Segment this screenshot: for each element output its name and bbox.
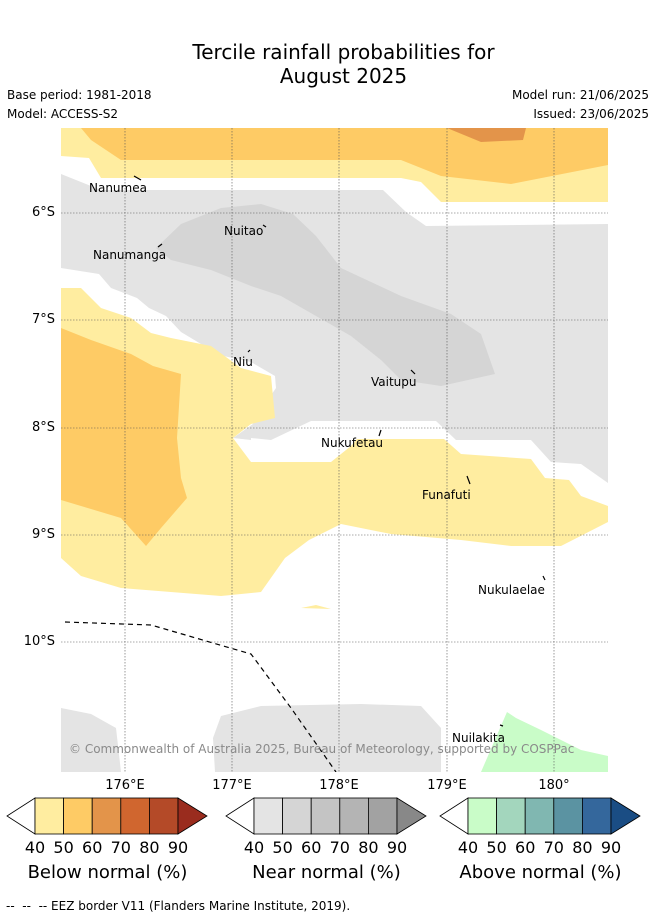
- place-niu: Niu: [233, 355, 253, 369]
- near-normal-tick-80: 80: [358, 838, 379, 857]
- base-period: Base period: 1981-2018: [7, 88, 152, 102]
- near-normal-swatch-40: [253, 797, 284, 835]
- below-normal-50-region-north: [81, 128, 608, 184]
- above-normal-tick-60: 60: [515, 838, 536, 857]
- above-normal-swatch-40: [467, 797, 498, 835]
- map-title: Tercile rainfall probabilities for Augus…: [0, 40, 655, 88]
- rainfall-map: [61, 128, 608, 772]
- near-normal-40-region-south: [61, 708, 121, 772]
- near-normal-40-region-south-east: [213, 704, 441, 772]
- place-nanumea: Nanumea: [89, 181, 147, 195]
- near-normal-swatch-70: [339, 797, 369, 835]
- near-normal-tick-40: 40: [243, 838, 265, 857]
- above-normal-under-triangle: [439, 797, 469, 835]
- below-normal-over-triangle: [177, 797, 208, 835]
- below-normal-colorbar: [6, 797, 208, 835]
- above-normal-swatch-60: [524, 797, 555, 835]
- near-normal-tick-90: 90: [386, 838, 408, 857]
- below-normal-50-region-west: [61, 328, 187, 546]
- above-normal-tick-80: 80: [572, 838, 593, 857]
- below-normal-tick-40: 40: [24, 838, 46, 857]
- place-nanumanga: Nanumanga: [93, 248, 167, 262]
- island-nanumea: [133, 175, 142, 181]
- below-normal-60-region-north: [447, 128, 526, 142]
- near-normal-50-region: [156, 204, 495, 386]
- island-funafuti: [466, 475, 471, 485]
- island-nuitao: [262, 224, 267, 228]
- below-normal-tick-70: 70: [110, 838, 131, 857]
- near-normal-tick-70: 70: [329, 838, 350, 857]
- lon-label-180: 180°: [538, 778, 570, 793]
- eez-border: [64, 621, 337, 772]
- island-nukufetau: [378, 429, 382, 437]
- near-normal-under-triangle: [225, 797, 255, 835]
- graticule: [61, 128, 608, 772]
- below-normal-swatch-70: [120, 797, 150, 835]
- title-line-1: Tercile rainfall probabilities for: [192, 40, 495, 64]
- eez-footnote: -- -- -- EEZ border V11 (Flanders Marine…: [6, 899, 351, 913]
- island-vaitupu: [410, 369, 416, 375]
- below-normal-colorbar-title: Below normal (%): [27, 862, 188, 883]
- lon-label-179e: 179°E: [427, 778, 467, 793]
- model-name: Model: ACCESS-S2: [7, 107, 119, 121]
- place-nukufetau: Nukufetau: [321, 436, 384, 450]
- lon-label-177e: 177°E: [212, 778, 252, 793]
- island-nuilakita: [499, 724, 504, 727]
- below-normal-tick-80: 80: [139, 838, 160, 857]
- island-nukulaelae: [542, 575, 546, 581]
- above-normal-colorbar-title: Above normal (%): [459, 862, 622, 883]
- near-normal-colorbar: [225, 797, 427, 835]
- below-normal-tick-90: 90: [167, 838, 189, 857]
- below-normal-tick-50: 50: [53, 838, 74, 857]
- place-nukulaelae: Nukulaelae: [478, 583, 545, 597]
- above-normal-colorbar: [439, 797, 641, 835]
- copyright-notice: © Commonwealth of Australia 2025, Bureau…: [69, 742, 575, 756]
- lat-label-9s: 9°S: [31, 527, 55, 542]
- lat-label-8s: 8°S: [31, 420, 55, 435]
- above-normal-over-triangle: [610, 797, 641, 835]
- place-vaitupu: Vaitupu: [371, 375, 417, 389]
- place-funafuti: Funafuti: [422, 488, 471, 502]
- island-marks: [133, 175, 546, 727]
- model-run: Model run: 21/06/2025: [511, 88, 649, 102]
- above-normal-tick-70: 70: [543, 838, 564, 857]
- above-normal-swatch-70: [553, 797, 583, 835]
- lat-label-7s: 7°S: [31, 312, 55, 327]
- below-normal-40-region-central: [61, 288, 608, 596]
- near-normal-tick-50: 50: [272, 838, 293, 857]
- above-normal-swatch-80: [581, 797, 612, 835]
- below-normal-tick-60: 60: [82, 838, 103, 857]
- below-normal-swatch-50: [63, 797, 93, 835]
- title-line-2: August 2025: [279, 64, 408, 88]
- issued-date: Issued: 23/06/2025: [533, 107, 649, 121]
- near-normal-colorbar-title: Near normal (%): [252, 862, 401, 883]
- near-normal-tick-60: 60: [301, 838, 322, 857]
- near-normal-swatch-60: [310, 797, 341, 835]
- below-normal-swatch-60: [91, 797, 122, 835]
- below-normal-under-triangle: [6, 797, 36, 835]
- place-nuitao: Nuitao: [224, 224, 264, 238]
- below-normal-40-patch: [301, 605, 331, 609]
- below-normal-swatch-80: [148, 797, 179, 835]
- above-normal-tick-40: 40: [457, 838, 479, 857]
- lon-label-178e: 178°E: [319, 778, 359, 793]
- lon-label-176e: 176°E: [105, 778, 145, 793]
- above-normal-tick-50: 50: [486, 838, 507, 857]
- above-normal-40-region: [481, 712, 608, 772]
- near-normal-over-triangle: [396, 797, 427, 835]
- above-normal-swatch-50: [496, 797, 526, 835]
- lat-label-10s: 10°S: [23, 634, 55, 649]
- lat-label-6s: 6°S: [31, 205, 55, 220]
- island-nanumanga: [157, 243, 163, 248]
- near-normal-swatch-80: [367, 797, 398, 835]
- near-normal-swatch-50: [282, 797, 312, 835]
- island-niu: [247, 349, 251, 353]
- below-normal-swatch-40: [34, 797, 65, 835]
- above-normal-tick-90: 90: [600, 838, 622, 857]
- place-nuilakita: Nuilakita: [452, 731, 505, 745]
